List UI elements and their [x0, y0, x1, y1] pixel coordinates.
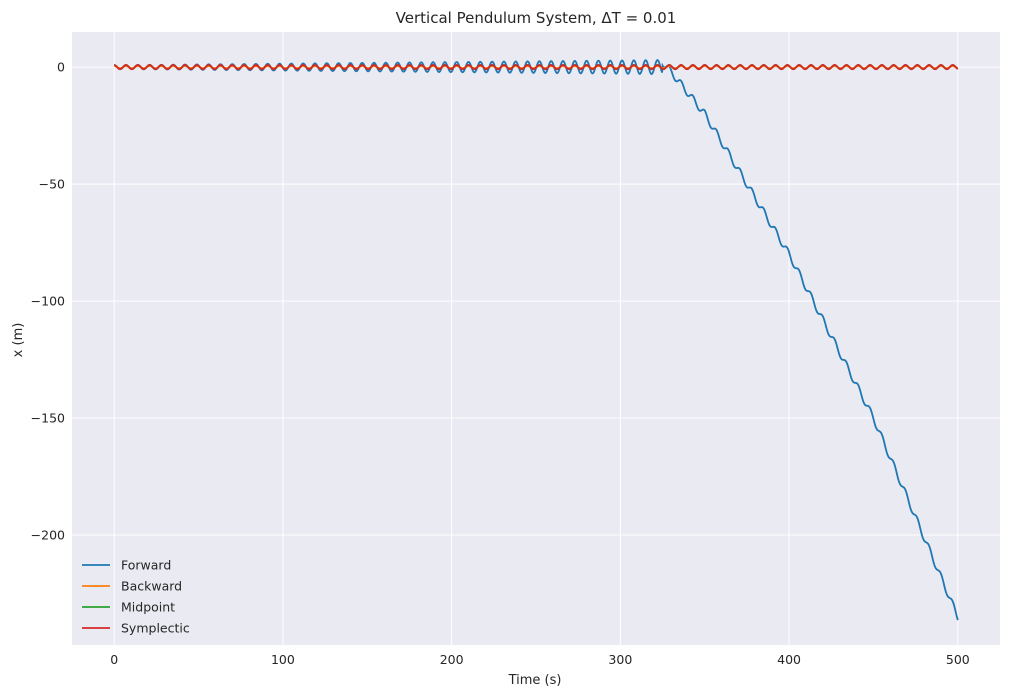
grid [72, 32, 1000, 645]
series-symplectic-line [114, 64, 959, 71]
legend-label: Forward [121, 558, 171, 573]
legend-label: Midpoint [121, 600, 175, 615]
legend-label: Backward [121, 579, 182, 594]
x-tick-label: 0 [110, 652, 118, 667]
x-tick-label: 400 [777, 652, 801, 667]
legend: Forward Backward Midpoint Symplectic [82, 558, 190, 636]
y-tick-label: −100 [31, 294, 65, 309]
y-axis-label: x (m) [11, 323, 26, 358]
series-layer [114, 59, 959, 621]
x-tick-label: 100 [271, 652, 295, 667]
legend-label: Symplectic [121, 621, 190, 636]
y-tick-label: −200 [31, 528, 65, 543]
tick-labels: 0 100 200 300 400 500 0 −50 −100 −150 −200 [31, 60, 970, 667]
y-tick-label: −150 [31, 411, 65, 426]
plot-background [72, 32, 1000, 645]
x-tick-label: 500 [946, 652, 970, 667]
y-tick-label: 0 [57, 60, 65, 75]
x-axis-label: Time (s) [508, 673, 562, 688]
x-tick-label: 200 [440, 652, 464, 667]
chart-title: Vertical Pendulum System, ΔT = 0.01 [396, 9, 677, 27]
y-tick-label: −50 [39, 177, 65, 192]
x-tick-label: 300 [608, 652, 632, 667]
